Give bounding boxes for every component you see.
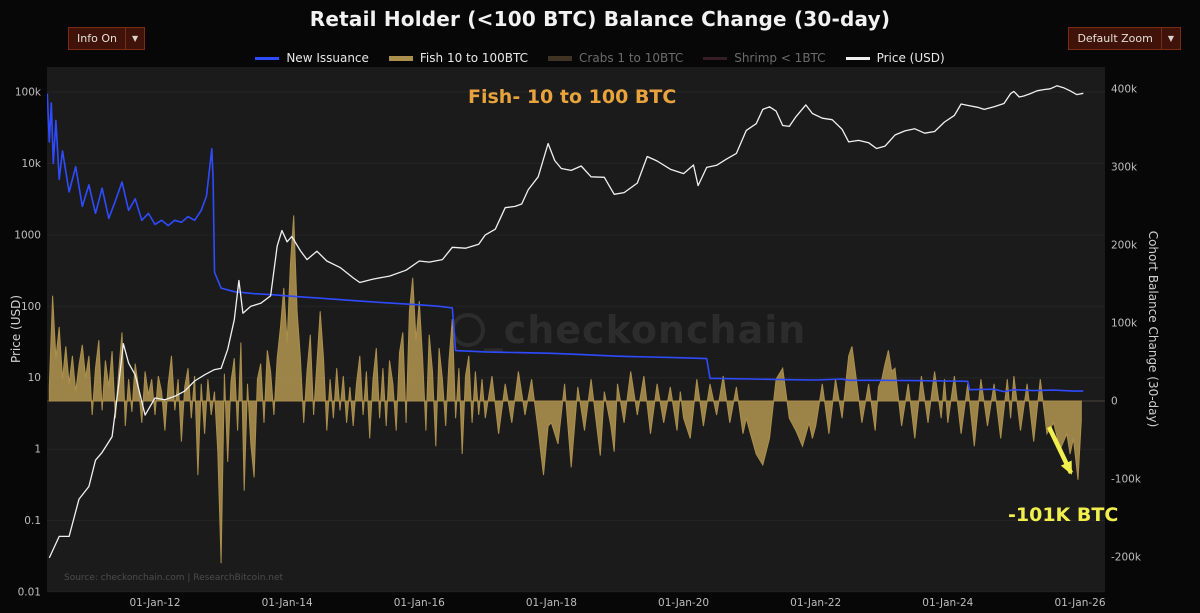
page-title: Retail Holder (<100 BTC) Balance Change … — [309, 7, 891, 31]
tick-label: 300k — [1111, 162, 1138, 174]
right-axis-title: Cohort Balance Change (30-day) — [1146, 230, 1160, 428]
legend-label: New Issuance — [286, 51, 369, 65]
tick-label: 1000 — [14, 229, 41, 241]
legend-item-3[interactable]: Shrimp < 1BTC — [703, 51, 826, 65]
shrimp-swatch-icon — [703, 56, 728, 60]
legend-label: Fish 10 to 100BTC — [419, 51, 529, 65]
legend-label: Shrimp < 1BTC — [734, 51, 826, 65]
tick-label: 200k — [1111, 240, 1138, 252]
chevron-down-icon: ▼ — [124, 28, 144, 49]
crabs-swatch-icon — [548, 55, 573, 61]
tick-label: 1 — [34, 444, 41, 456]
price-swatch-icon — [845, 56, 870, 60]
fish-balance-area[interactable] — [48, 215, 1082, 564]
tick-label: 0.1 — [24, 515, 41, 527]
tick-label: 01-Jan-20 — [658, 597, 709, 609]
fish-annotation: Fish- 10 to 100 BTC — [468, 86, 677, 108]
tick-label: 10 — [28, 372, 41, 384]
chevron-down-icon: ▼ — [1160, 28, 1180, 49]
btc-change-annotation: -101K BTC — [1008, 504, 1119, 526]
zoom-button-label: Default Zoom — [1077, 32, 1153, 45]
legend: New Issuance Fish 10 to 100BTC Crabs 1 t… — [0, 51, 1200, 65]
annotation-arrow-icon — [1046, 426, 1074, 475]
legend-label: Crabs 1 to 10BTC — [579, 51, 684, 65]
fish-swatch-icon — [388, 55, 413, 61]
default-zoom-button[interactable]: Default Zoom ▼ — [1068, 27, 1181, 50]
plot-area[interactable] — [47, 67, 1105, 592]
tick-label: 0.01 — [18, 587, 41, 599]
tick-label: 01-Jan-12 — [129, 597, 180, 609]
info-button-label: Info On — [77, 32, 117, 45]
watermark-text: _checkonchain — [484, 308, 807, 352]
tick-label: 400k — [1111, 84, 1138, 96]
legend-item-1[interactable]: Fish 10 to 100BTC — [388, 51, 529, 65]
left-axis-title: Price (USD) — [9, 294, 23, 364]
watermark: _checkonchain — [451, 308, 807, 352]
info-toggle-button[interactable]: Info On ▼ — [68, 27, 146, 50]
tick-label: 10k — [22, 158, 42, 170]
tick-label: 01-Jan-22 — [790, 597, 841, 609]
tick-label: 100k — [1111, 318, 1138, 330]
source-note: Source: checkonchain.com | ResearchBitco… — [64, 573, 284, 583]
tick-label: 01-Jan-24 — [922, 597, 973, 609]
legend-item-0[interactable]: New Issuance — [255, 51, 369, 65]
new-issuance-swatch-icon — [255, 56, 280, 60]
legend-item-4[interactable]: Price (USD) — [845, 51, 945, 65]
tick-label: 01-Jan-18 — [526, 597, 577, 609]
tick-label: 01-Jan-26 — [1054, 597, 1105, 609]
tick-label: 01-Jan-16 — [394, 597, 445, 609]
tick-label: 01-Jan-14 — [262, 597, 313, 609]
legend-label: Price (USD) — [876, 51, 945, 65]
price-line[interactable] — [48, 85, 1084, 559]
tick-label: 100k — [15, 87, 42, 99]
legend-item-2[interactable]: Crabs 1 to 10BTC — [548, 51, 683, 65]
tick-label: 100 — [21, 301, 41, 313]
tick-label: -200k — [1111, 552, 1142, 564]
new-issuance-line[interactable] — [47, 93, 1084, 393]
series-group — [47, 85, 1084, 564]
tick-label: -100k — [1111, 474, 1142, 486]
tick-label: 0 — [1111, 396, 1118, 408]
